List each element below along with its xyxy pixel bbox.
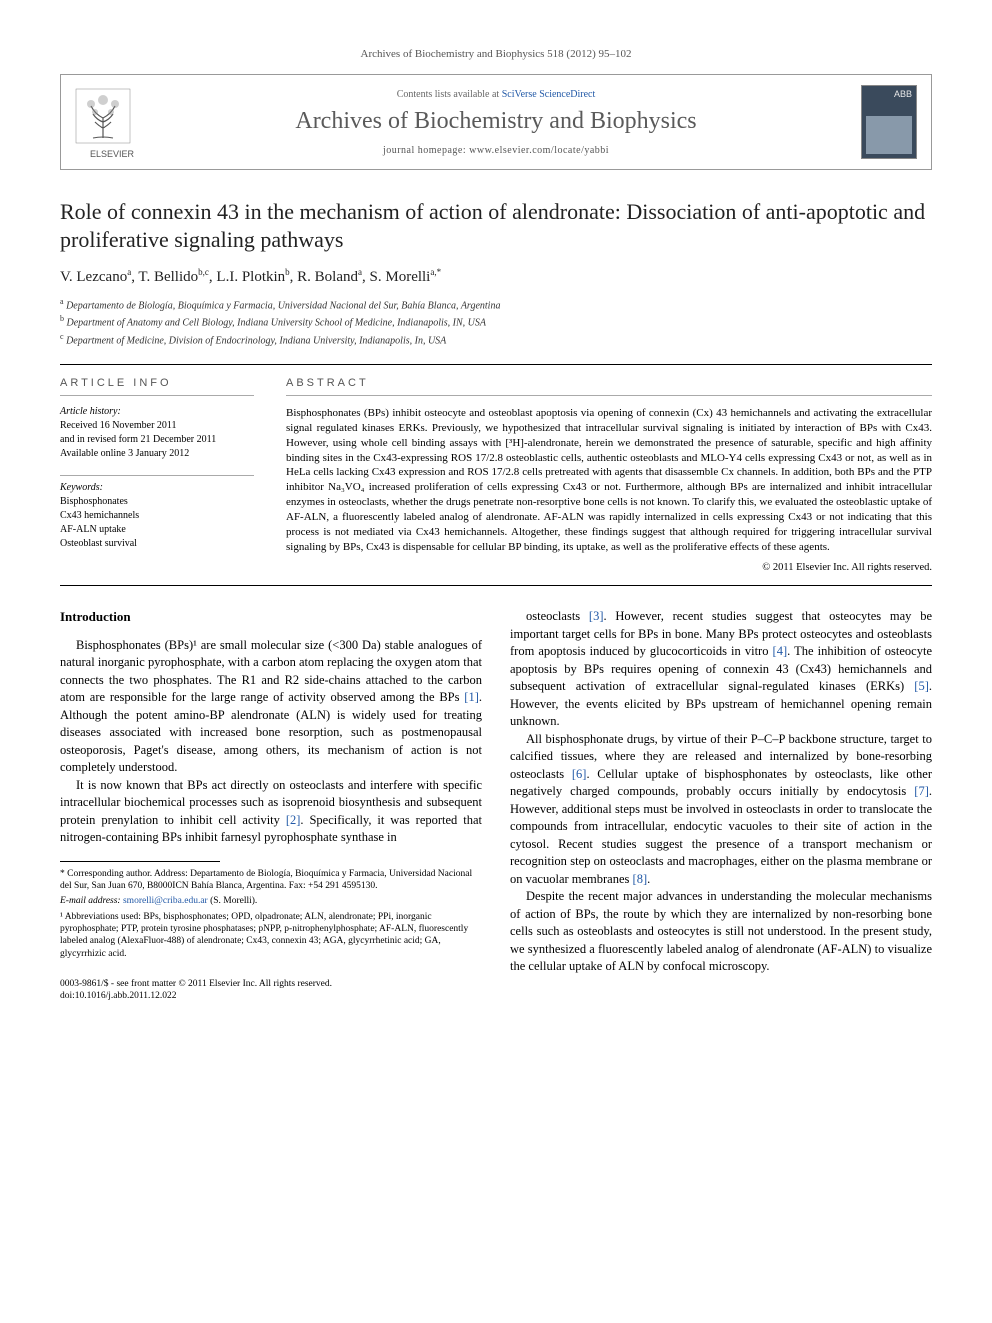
abstract-text: Bisphosphonates (BPs) inhibit osteocyte … — [286, 406, 932, 554]
body-paragraph: Despite the recent major advances in und… — [510, 888, 932, 976]
affiliations-list: a Departamento de Biología, Bioquímica y… — [60, 296, 932, 348]
tree-icon — [75, 85, 131, 147]
history-item: Received 16 November 2011 — [60, 419, 254, 433]
authors-line: V. Lezcanoa, T. Bellidob,c, L.I. Plotkin… — [60, 267, 932, 286]
keyword-item: Osteoblast survival — [60, 537, 254, 551]
article-info-heading: ARTICLE INFO — [60, 377, 254, 396]
keywords-list: BisphosphonatesCx43 hemichannelsAF-ALN u… — [60, 495, 254, 551]
ref-link[interactable]: [2] — [286, 813, 301, 827]
email-link[interactable]: smorelli@criba.edu.ar — [123, 896, 208, 906]
info-abstract-row: ARTICLE INFO Article history: Received 1… — [60, 364, 932, 586]
doi-line: doi:10.1016/j.abb.2011.12.022 — [60, 990, 482, 1002]
ref-link[interactable]: [4] — [773, 644, 788, 658]
ref-link[interactable]: [3] — [589, 609, 604, 623]
body-paragraph: Bisphosphonates (BPs)¹ are small molecul… — [60, 637, 482, 777]
footnote-abbreviations: ¹ Abbreviations used: BPs, bisphosphonat… — [60, 911, 482, 960]
body-paragraph: osteoclasts [3]. However, recent studies… — [510, 608, 932, 731]
elsevier-logo: ELSEVIER — [75, 85, 149, 159]
body-paragraph: All bisphosphonate drugs, by virtue of t… — [510, 731, 932, 889]
abstract-column: ABSTRACT Bisphosphonates (BPs) inhibit o… — [270, 365, 932, 585]
history-item: Available online 3 January 2012 — [60, 447, 254, 461]
body-left-column: Introduction Bisphosphonates (BPs)¹ are … — [60, 608, 482, 1002]
footer-block: 0003-9861/$ - see front matter © 2011 El… — [60, 978, 482, 1003]
issn-line: 0003-9861/$ - see front matter © 2011 El… — [60, 978, 482, 990]
footnote-email: E-mail address: smorelli@criba.edu.ar (S… — [60, 895, 482, 907]
article-info-column: ARTICLE INFO Article history: Received 1… — [60, 365, 270, 585]
ref-link[interactable]: [8] — [633, 872, 648, 886]
journal-header-box: ELSEVIER Contents lists available at Sci… — [60, 74, 932, 170]
body-columns: Introduction Bisphosphonates (BPs)¹ are … — [60, 608, 932, 1002]
keyword-item: Bisphosphonates — [60, 495, 254, 509]
affiliation-item: b Department of Anatomy and Cell Biology… — [60, 313, 932, 330]
journal-homepage: journal homepage: www.elsevier.com/locat… — [149, 145, 843, 156]
header-center: Contents lists available at SciVerse Sci… — [149, 89, 843, 156]
email-label: E-mail address: — [60, 896, 123, 906]
contents-available-line: Contents lists available at SciVerse Sci… — [149, 89, 843, 100]
keyword-item: AF-ALN uptake — [60, 523, 254, 537]
abstract-heading: ABSTRACT — [286, 377, 932, 396]
history-list: Received 16 November 2011and in revised … — [60, 419, 254, 461]
ref-link[interactable]: [7] — [914, 784, 929, 798]
footnote-corresponding: * Corresponding author. Address: Departa… — [60, 868, 482, 893]
homepage-prefix: journal homepage: — [383, 145, 469, 156]
affiliation-item: a Departamento de Biología, Bioquímica y… — [60, 296, 932, 313]
ref-link[interactable]: [6] — [572, 767, 587, 781]
keyword-item: Cx43 hemichannels — [60, 509, 254, 523]
ref-link[interactable]: [5] — [914, 679, 929, 693]
journal-name: Archives of Biochemistry and Biophysics — [149, 108, 843, 135]
affiliation-item: c Department of Medicine, Division of En… — [60, 331, 932, 348]
footnote-separator — [60, 861, 220, 862]
article-title: Role of connexin 43 in the mechanism of … — [60, 198, 932, 253]
cover-image-placeholder — [866, 116, 912, 154]
abstract-copyright: © 2011 Elsevier Inc. All rights reserved… — [286, 562, 932, 573]
cover-abbrev: ABB — [894, 89, 912, 99]
history-item: and in revised form 21 December 2011 — [60, 433, 254, 447]
body-paragraph: It is now known that BPs act directly on… — [60, 777, 482, 847]
publisher-name: ELSEVIER — [75, 149, 149, 159]
keywords-label: Keywords: — [60, 482, 254, 493]
homepage-url[interactable]: www.elsevier.com/locate/yabbi — [469, 145, 609, 156]
sciencedirect-link[interactable]: SciVerse ScienceDirect — [502, 89, 596, 100]
ref-link[interactable]: [1] — [464, 690, 479, 704]
body-right-column: osteoclasts [3]. However, recent studies… — [510, 608, 932, 1002]
email-suffix: (S. Morelli). — [208, 896, 258, 906]
journal-cover-thumbnail: ABB — [861, 85, 917, 159]
history-label: Article history: — [60, 406, 254, 417]
header-citation: Archives of Biochemistry and Biophysics … — [60, 48, 932, 60]
contents-prefix: Contents lists available at — [397, 89, 502, 100]
section-heading-introduction: Introduction — [60, 608, 482, 626]
